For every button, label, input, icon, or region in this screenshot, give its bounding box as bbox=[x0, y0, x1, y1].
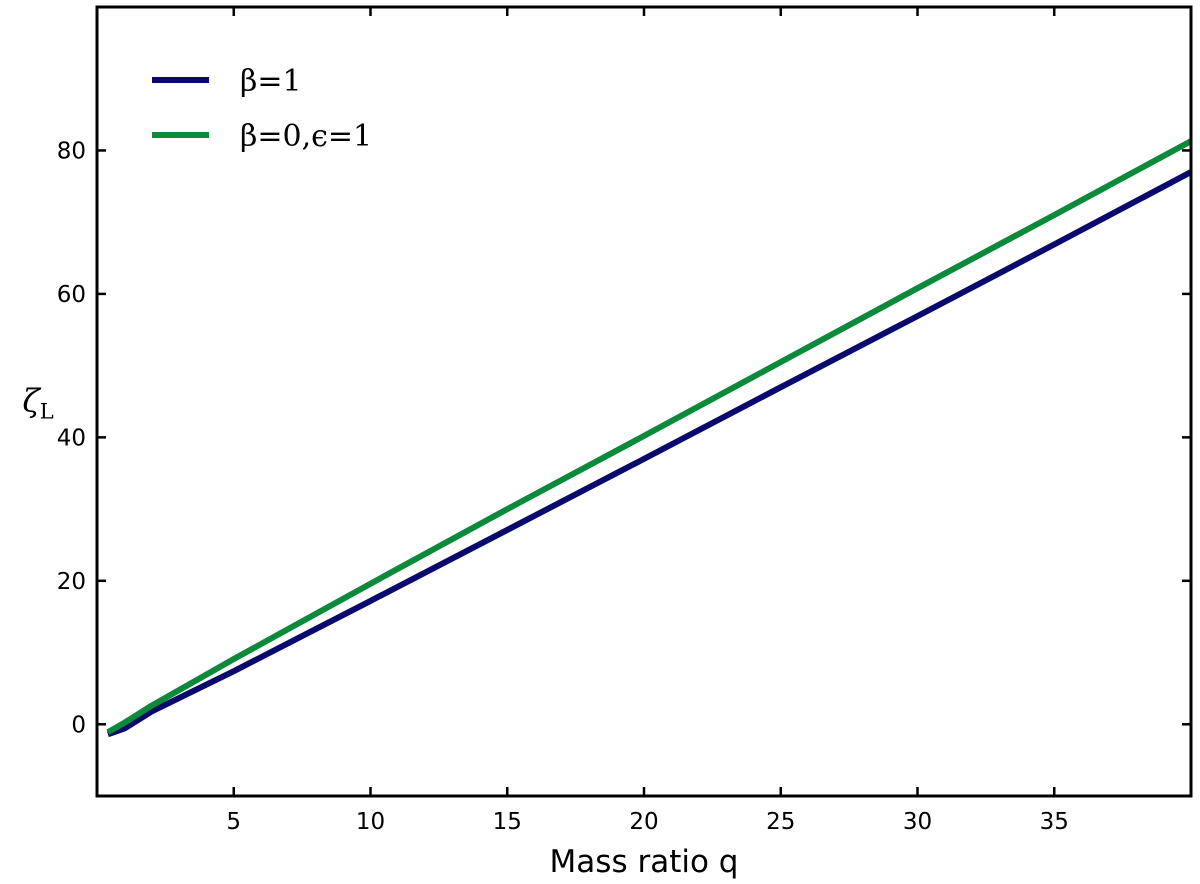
x-tick-label: 25 bbox=[766, 809, 795, 835]
x-axis-label: Mass ratio q bbox=[550, 844, 739, 880]
legend: β=1 β=0,ϵ=1 bbox=[152, 64, 372, 154]
tick-layer: 5 10 15 20 25 30 35 0 20 40 60 80 bbox=[57, 7, 1191, 835]
legend-label-2: β=0,ϵ=1 bbox=[240, 119, 372, 154]
y-axis-label-main: ζ bbox=[22, 382, 41, 420]
x-tick-label: 5 bbox=[226, 809, 241, 835]
legend-label-1: β=1 bbox=[240, 64, 302, 99]
x-tick-label: 20 bbox=[629, 809, 658, 835]
y-tick-label: 80 bbox=[57, 138, 86, 164]
y-axis-label-subscript: L bbox=[40, 400, 54, 424]
series-line-1 bbox=[106, 169, 1193, 738]
y-axis-label: ζL bbox=[22, 382, 53, 424]
series-layer bbox=[106, 138, 1193, 738]
y-tick-label: 20 bbox=[57, 569, 86, 595]
x-tick-label: 35 bbox=[1040, 809, 1069, 835]
series-line-2 bbox=[106, 138, 1193, 735]
x-tick-label: 10 bbox=[356, 809, 385, 835]
x-tick-label: 30 bbox=[903, 809, 932, 835]
y-tick-label: 0 bbox=[71, 712, 86, 738]
x-tick-label: 15 bbox=[493, 809, 522, 835]
y-tick-label: 40 bbox=[57, 425, 86, 451]
y-tick-label: 60 bbox=[57, 282, 86, 308]
